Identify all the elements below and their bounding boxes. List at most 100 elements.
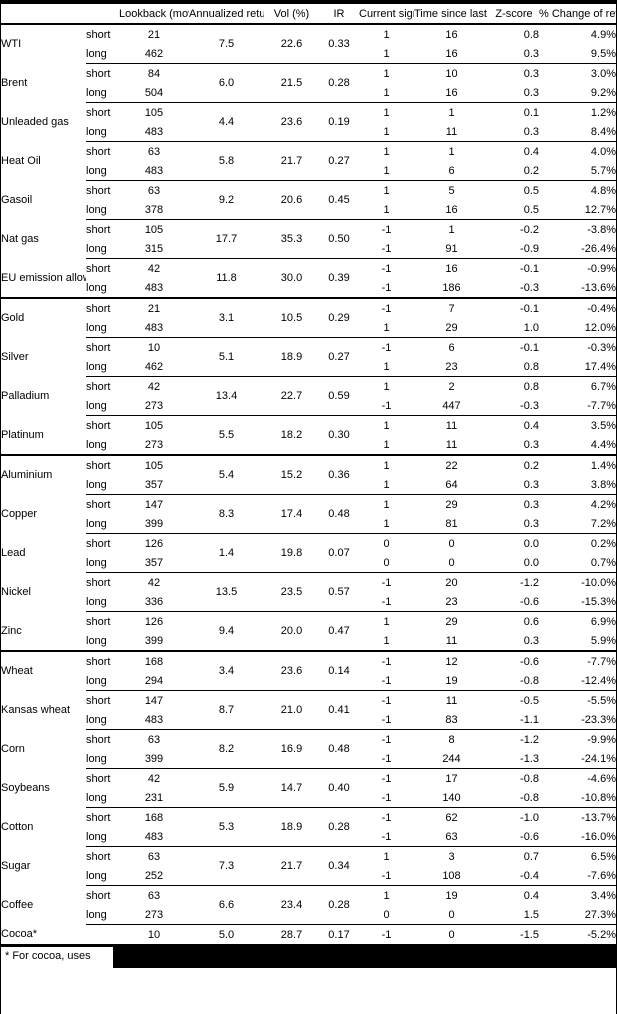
annualized-return-value: 3.1 bbox=[189, 297, 264, 338]
period-label: long bbox=[86, 595, 107, 608]
vol-value: 21.7 bbox=[264, 141, 319, 181]
pct-change-value: 5.9% bbox=[590, 634, 616, 647]
current-signal-value: 1 bbox=[383, 125, 390, 138]
pct-change-value: 9.2% bbox=[590, 86, 616, 99]
table-row: Corn short 63 8.2 16.9 0.48 -1 8 -1.2 -9.9% bbox=[1, 729, 616, 769]
pct-change-value: 0.7% bbox=[590, 556, 616, 569]
time-since-value: 64 bbox=[445, 478, 458, 491]
time-since-value: 16 bbox=[445, 47, 458, 60]
pct-change-value: -7.6% bbox=[587, 869, 616, 882]
ir-value: 0.30 bbox=[319, 415, 359, 455]
current-signal-value: -1 bbox=[381, 752, 392, 765]
time-since-value: 12 bbox=[414, 650, 489, 671]
time-since-value: 16 bbox=[445, 28, 458, 41]
time-since-value: 19 bbox=[445, 674, 458, 687]
period-label: short bbox=[86, 885, 119, 905]
table-row: long 273 -1 447 -0.3 -7.7% bbox=[1, 396, 616, 416]
period-label bbox=[86, 924, 119, 944]
header-current-signal: Current signal bbox=[359, 4, 414, 25]
ir-value: 0.28 bbox=[319, 807, 359, 847]
zscore-value: 0.2 bbox=[489, 454, 539, 475]
zscore-value: -0.2 bbox=[489, 219, 539, 239]
current-signal-value: 0 bbox=[359, 533, 414, 553]
annualized-return-value: 9.4 bbox=[189, 611, 264, 651]
current-signal-value: -1 bbox=[359, 729, 414, 749]
vol-value: 21.7 bbox=[264, 846, 319, 886]
header-ir: IR bbox=[319, 4, 359, 25]
ir-value: 0.19 bbox=[319, 102, 359, 142]
lookback-value: 483 bbox=[144, 830, 164, 843]
current-signal-value: -1 bbox=[381, 281, 392, 294]
period-label: long bbox=[86, 634, 107, 647]
table-row: long 483 1 6 0.2 5.7% bbox=[1, 161, 616, 181]
annualized-return-value: 3.4 bbox=[189, 650, 264, 691]
period-label: long bbox=[86, 242, 107, 255]
commodity-name: Palladium bbox=[1, 390, 50, 402]
commodity-name: Wheat bbox=[1, 650, 86, 691]
zscore-value: -0.1 bbox=[489, 258, 539, 278]
period-label: short bbox=[86, 611, 119, 631]
ir-value: 0.14 bbox=[319, 650, 359, 691]
zscore-value: -1.1 bbox=[520, 713, 539, 726]
ir-value: 0.27 bbox=[319, 141, 359, 181]
current-signal-value: -1 bbox=[359, 219, 414, 239]
pct-change-value: -24.1% bbox=[581, 752, 616, 765]
ir-value: 0.59 bbox=[319, 376, 359, 416]
time-since-value: 244 bbox=[442, 752, 461, 765]
commodity-name: Lead bbox=[1, 547, 26, 559]
zscore-value: 1.5 bbox=[523, 908, 539, 921]
lookback-value: 357 bbox=[144, 478, 164, 491]
table-row: long 357 0 0 0.0 0.7% bbox=[1, 553, 616, 573]
vol-value: 18.9 bbox=[264, 337, 319, 377]
time-since-value: 1 bbox=[414, 141, 489, 161]
table-row: long 483 -1 63 -0.6 -16.0% bbox=[1, 827, 616, 847]
time-since-value: 6 bbox=[448, 164, 455, 177]
current-signal-value: -1 bbox=[381, 869, 392, 882]
table-row: long 315 -1 91 -0.9 -26.4% bbox=[1, 239, 616, 259]
zscore-value: 0.8 bbox=[523, 360, 539, 373]
pct-change-value: -16.0% bbox=[581, 830, 616, 843]
zscore-value: -1.2 bbox=[489, 729, 539, 749]
pct-change-value: 6.9% bbox=[539, 611, 616, 631]
annualized-return-value: 1.4 bbox=[189, 533, 264, 573]
current-signal-value: 1 bbox=[359, 846, 414, 866]
period-label: long bbox=[86, 438, 107, 451]
vol-value: 23.5 bbox=[264, 572, 319, 612]
zscore-value: -0.9 bbox=[520, 242, 539, 255]
time-since-value: 447 bbox=[442, 399, 461, 412]
pct-change-value: 5.7% bbox=[590, 164, 616, 177]
header-time-since: Time since last change (days) bbox=[414, 4, 489, 25]
lookback-value: 399 bbox=[144, 517, 164, 530]
zscore-value: 0.3 bbox=[523, 47, 539, 60]
pct-change-value: 4.8% bbox=[539, 180, 616, 200]
period-label: short bbox=[86, 141, 119, 161]
commodity-name: Silver bbox=[1, 351, 29, 363]
commodity-name: Platinum bbox=[1, 428, 44, 441]
pct-change-value: 6.7% bbox=[539, 376, 616, 396]
time-since-value: 63 bbox=[445, 830, 458, 843]
current-signal-value: -1 bbox=[359, 337, 414, 357]
annualized-return-value: 13.4 bbox=[189, 376, 264, 416]
vol-value: 22.7 bbox=[264, 376, 319, 416]
ir-value: 0.39 bbox=[319, 258, 359, 298]
ir-value: 0.41 bbox=[319, 690, 359, 730]
current-signal-value: -1 bbox=[359, 807, 414, 827]
commodity-name: Soybeans bbox=[1, 782, 50, 794]
period-label: short bbox=[86, 63, 119, 83]
zscore-value: -0.4 bbox=[520, 869, 539, 882]
commodity-name: WTI bbox=[1, 38, 22, 51]
period-label: short bbox=[86, 337, 119, 357]
current-signal-value: -1 bbox=[381, 713, 392, 726]
lookback-value: 21 bbox=[147, 28, 161, 41]
vol-value: 14.7 bbox=[264, 768, 319, 808]
ir-value: 0.27 bbox=[319, 337, 359, 377]
ir-value: 0.40 bbox=[319, 768, 359, 808]
zscore-value: 0.0 bbox=[489, 533, 539, 553]
period-label: short bbox=[86, 768, 119, 788]
annualized-return-value: 6.6 bbox=[189, 885, 264, 925]
time-since-value: 6 bbox=[414, 337, 489, 357]
pct-change-value: -15.3% bbox=[581, 595, 616, 608]
pct-change-value: 4.2% bbox=[539, 494, 616, 514]
annualized-return-value: 5.1 bbox=[189, 337, 264, 377]
current-signal-value: 1 bbox=[359, 494, 414, 514]
